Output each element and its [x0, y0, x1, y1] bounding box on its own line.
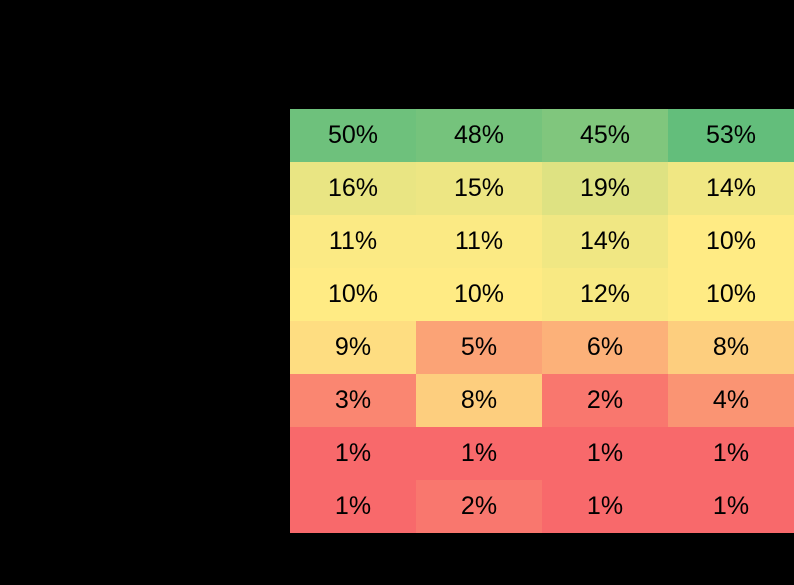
heatmap-cell: 1%: [668, 427, 794, 480]
heatmap-cell: 10%: [668, 268, 794, 321]
heatmap-cell: 14%: [542, 215, 668, 268]
heatmap-cell: 10%: [416, 268, 542, 321]
heatmap-cell: 1%: [290, 427, 416, 480]
heatmap-cell: 2%: [542, 374, 668, 427]
heatmap-cell: 6%: [542, 321, 668, 374]
heatmap-cell: 2%: [416, 480, 542, 533]
heatmap-cell: 8%: [668, 321, 794, 374]
heatmap-cell: 19%: [542, 162, 668, 215]
heatmap-cell: 12%: [542, 268, 668, 321]
heatmap-cell: 3%: [290, 374, 416, 427]
heatmap-cell: 11%: [290, 215, 416, 268]
heatmap-cell: 10%: [668, 215, 794, 268]
heatmap-cell: 50%: [290, 109, 416, 162]
heatmap-cell: 14%: [668, 162, 794, 215]
heatmap-cell: 1%: [542, 427, 668, 480]
heatmap-cell: 15%: [416, 162, 542, 215]
heatmap-cell: 45%: [542, 109, 668, 162]
heatmap-cell: 53%: [668, 109, 794, 162]
heatmap-cell: 11%: [416, 215, 542, 268]
heatmap-cell: 48%: [416, 109, 542, 162]
heatmap-cell: 5%: [416, 321, 542, 374]
heatmap-cell: 1%: [542, 480, 668, 533]
heatmap-cell: 1%: [290, 480, 416, 533]
heatmap-cell: 8%: [416, 374, 542, 427]
heatmap-cell: 4%: [668, 374, 794, 427]
heatmap-grid: 50% 48% 45% 53% 16% 15% 19% 14% 11% 11% 14% 10% 10% 1…: [290, 109, 794, 533]
heatmap-cell: 1%: [416, 427, 542, 480]
heatmap-cell: 1%: [668, 480, 794, 533]
heatmap-cell: 16%: [290, 162, 416, 215]
heatmap-cell: 10%: [290, 268, 416, 321]
heatmap-cell: 9%: [290, 321, 416, 374]
